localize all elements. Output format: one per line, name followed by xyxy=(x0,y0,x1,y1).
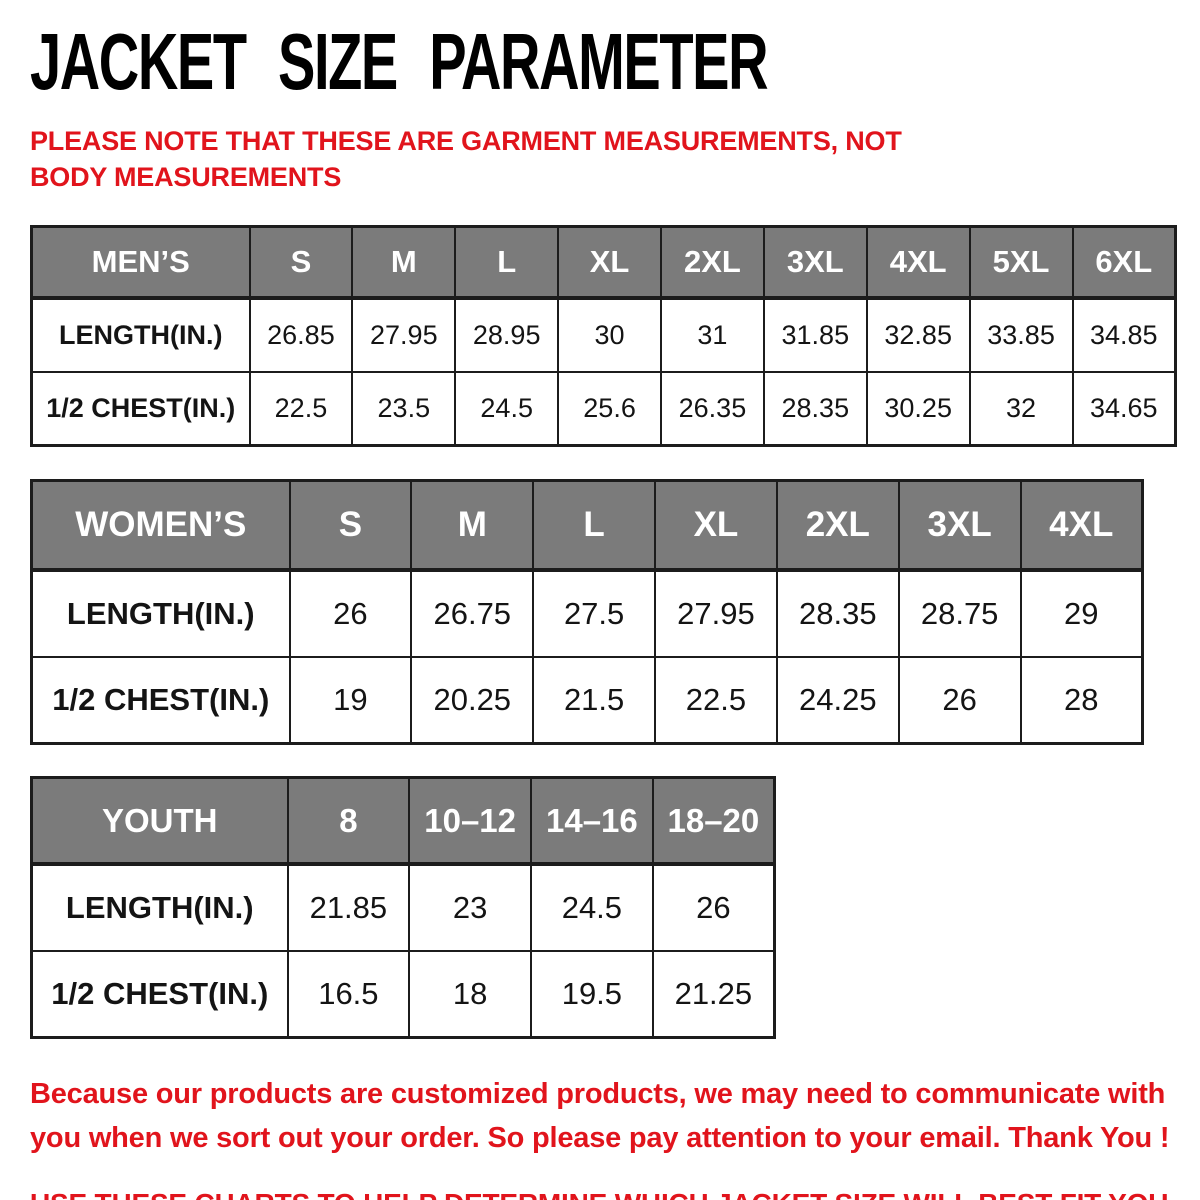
size-column-header: 2XL xyxy=(775,479,900,573)
size-column-header: L xyxy=(454,225,560,301)
size-column-header: 14–16 xyxy=(530,776,654,867)
size-header-row: MEN’S S M L XL 2XL 3XL 4XL 5XL 6XL xyxy=(30,225,1177,301)
measurement-value-cell: 21.25 xyxy=(651,950,776,1039)
measurement-value-cell: 27.5 xyxy=(532,569,657,659)
size-column-header: M xyxy=(410,479,535,573)
measurement-value-cell: 28.35 xyxy=(775,569,900,659)
size-header-row: WOMEN’S S M L XL 2XL 3XL 4XL xyxy=(30,479,1144,573)
measurement-value-cell: 30.25 xyxy=(865,371,971,447)
measurement-row: LENGTH(IN.) 26.85 27.95 28.95 30 31 31.85 32.85… xyxy=(30,297,1177,374)
measurement-value-cell: 18 xyxy=(408,950,532,1039)
measurement-value-cell: 28 xyxy=(1019,656,1144,745)
measurement-value-cell: 33.85 xyxy=(968,297,1074,374)
mens-size-table: MEN’S S M L XL 2XL 3XL 4XL 5XL 6XL LENGTH(IN.) 26.8… xyxy=(30,225,1177,448)
measurement-value-cell: 21.5 xyxy=(532,656,657,745)
measurement-value-cell: 24.5 xyxy=(454,371,560,447)
chart-usage-instruction: USE THESE CHARTS TO HELP DETERMINE WHICH… xyxy=(30,1188,1180,1200)
size-column-header: L xyxy=(532,479,657,573)
measurement-row: 1/2 CHEST(IN.) 19 20.25 21.5 22.5 24.25 26 28 xyxy=(30,656,1144,745)
measurement-value-cell: 34.65 xyxy=(1071,371,1177,447)
measurement-value-cell: 22.5 xyxy=(654,656,778,745)
measurement-label-cell: 1/2 CHEST(IN.) xyxy=(30,950,289,1039)
measurement-value-cell: 23.5 xyxy=(351,371,457,447)
size-column-header: M xyxy=(351,225,457,301)
measurement-value-cell: 30 xyxy=(557,297,662,374)
measurement-value-cell: 16.5 xyxy=(286,950,411,1039)
group-title-cell: YOUTH xyxy=(30,776,289,867)
size-column-header: 6XL xyxy=(1071,225,1177,301)
measurement-row: LENGTH(IN.) 26 26.75 27.5 27.95 28.35 28.75 29 xyxy=(30,569,1144,659)
measurement-value-cell: 31 xyxy=(660,297,765,374)
measurement-value-cell: 20.25 xyxy=(410,656,535,745)
measurement-value-cell: 25.6 xyxy=(557,371,662,447)
size-column-header: 5XL xyxy=(968,225,1074,301)
customization-notice: Because our products are customized prod… xyxy=(30,1078,1170,1154)
size-column-header: 18–20 xyxy=(651,776,776,867)
measurement-value-cell: 24.5 xyxy=(530,863,654,953)
measurement-value-cell: 31.85 xyxy=(762,297,868,374)
measurement-label-cell: 1/2 CHEST(IN.) xyxy=(30,371,251,447)
measurement-value-cell: 26 xyxy=(288,569,413,659)
size-column-header: 4XL xyxy=(865,225,971,301)
size-column-header: 2XL xyxy=(660,225,765,301)
measurement-value-cell: 26.75 xyxy=(410,569,535,659)
measurement-value-cell: 26.85 xyxy=(248,297,354,374)
measurement-value-cell: 32 xyxy=(968,371,1074,447)
measurement-value-cell: 26 xyxy=(897,656,1022,745)
measurement-row: LENGTH(IN.) 21.85 23 24.5 26 xyxy=(30,863,776,953)
measurement-row: 1/2 CHEST(IN.) 16.5 18 19.5 21.25 xyxy=(30,950,776,1039)
size-column-header: XL xyxy=(557,225,662,301)
size-column-header: 3XL xyxy=(897,479,1022,573)
measurement-value-cell: 21.85 xyxy=(286,863,411,953)
size-column-header: S xyxy=(248,225,354,301)
measurement-value-cell: 22.5 xyxy=(248,371,354,447)
measurement-row: 1/2 CHEST(IN.) 22.5 23.5 24.5 25.6 26.35 28.35… xyxy=(30,371,1177,447)
measurement-value-cell: 28.95 xyxy=(454,297,560,374)
measurement-value-cell: 24.25 xyxy=(775,656,900,745)
measurement-value-cell: 28.35 xyxy=(762,371,868,447)
size-column-header: XL xyxy=(654,479,778,573)
garment-measurement-note: PLEASE NOTE THAT THESE ARE GARMENT MEASU… xyxy=(30,126,902,192)
measurement-label-cell: LENGTH(IN.) xyxy=(30,863,289,953)
measurement-value-cell: 27.95 xyxy=(351,297,457,374)
measurement-value-cell: 26 xyxy=(651,863,776,953)
measurement-label-cell: LENGTH(IN.) xyxy=(30,297,251,374)
measurement-value-cell: 34.85 xyxy=(1071,297,1177,374)
size-column-header: 3XL xyxy=(762,225,868,301)
measurement-value-cell: 23 xyxy=(408,863,532,953)
measurement-label-cell: 1/2 CHEST(IN.) xyxy=(30,656,291,745)
size-column-header: 8 xyxy=(286,776,411,867)
measurement-value-cell: 32.85 xyxy=(865,297,971,374)
measurement-value-cell: 28.75 xyxy=(897,569,1022,659)
group-title-cell: MEN’S xyxy=(30,225,251,301)
measurement-value-cell: 29 xyxy=(1019,569,1144,659)
measurement-value-cell: 26.35 xyxy=(660,371,765,447)
measurement-value-cell: 19.5 xyxy=(530,950,654,1039)
measurement-value-cell: 19 xyxy=(288,656,413,745)
size-column-header: 4XL xyxy=(1019,479,1144,573)
measurement-label-cell: LENGTH(IN.) xyxy=(30,569,291,659)
group-title-cell: WOMEN’S xyxy=(30,479,291,573)
page-title: JACKET SIZE PARAMETER xyxy=(30,17,769,106)
measurement-value-cell: 27.95 xyxy=(654,569,778,659)
size-column-header: S xyxy=(288,479,413,573)
youth-size-table: YOUTH 8 10–12 14–16 18–20 LENGTH(IN.) 21.85 23 2… xyxy=(30,776,776,1040)
size-column-header: 10–12 xyxy=(408,776,532,867)
womens-size-table: WOMEN’S S M L XL 2XL 3XL 4XL LENGTH(IN.) 26 26.75 2… xyxy=(30,479,1144,746)
size-header-row: YOUTH 8 10–12 14–16 18–20 xyxy=(30,776,776,867)
